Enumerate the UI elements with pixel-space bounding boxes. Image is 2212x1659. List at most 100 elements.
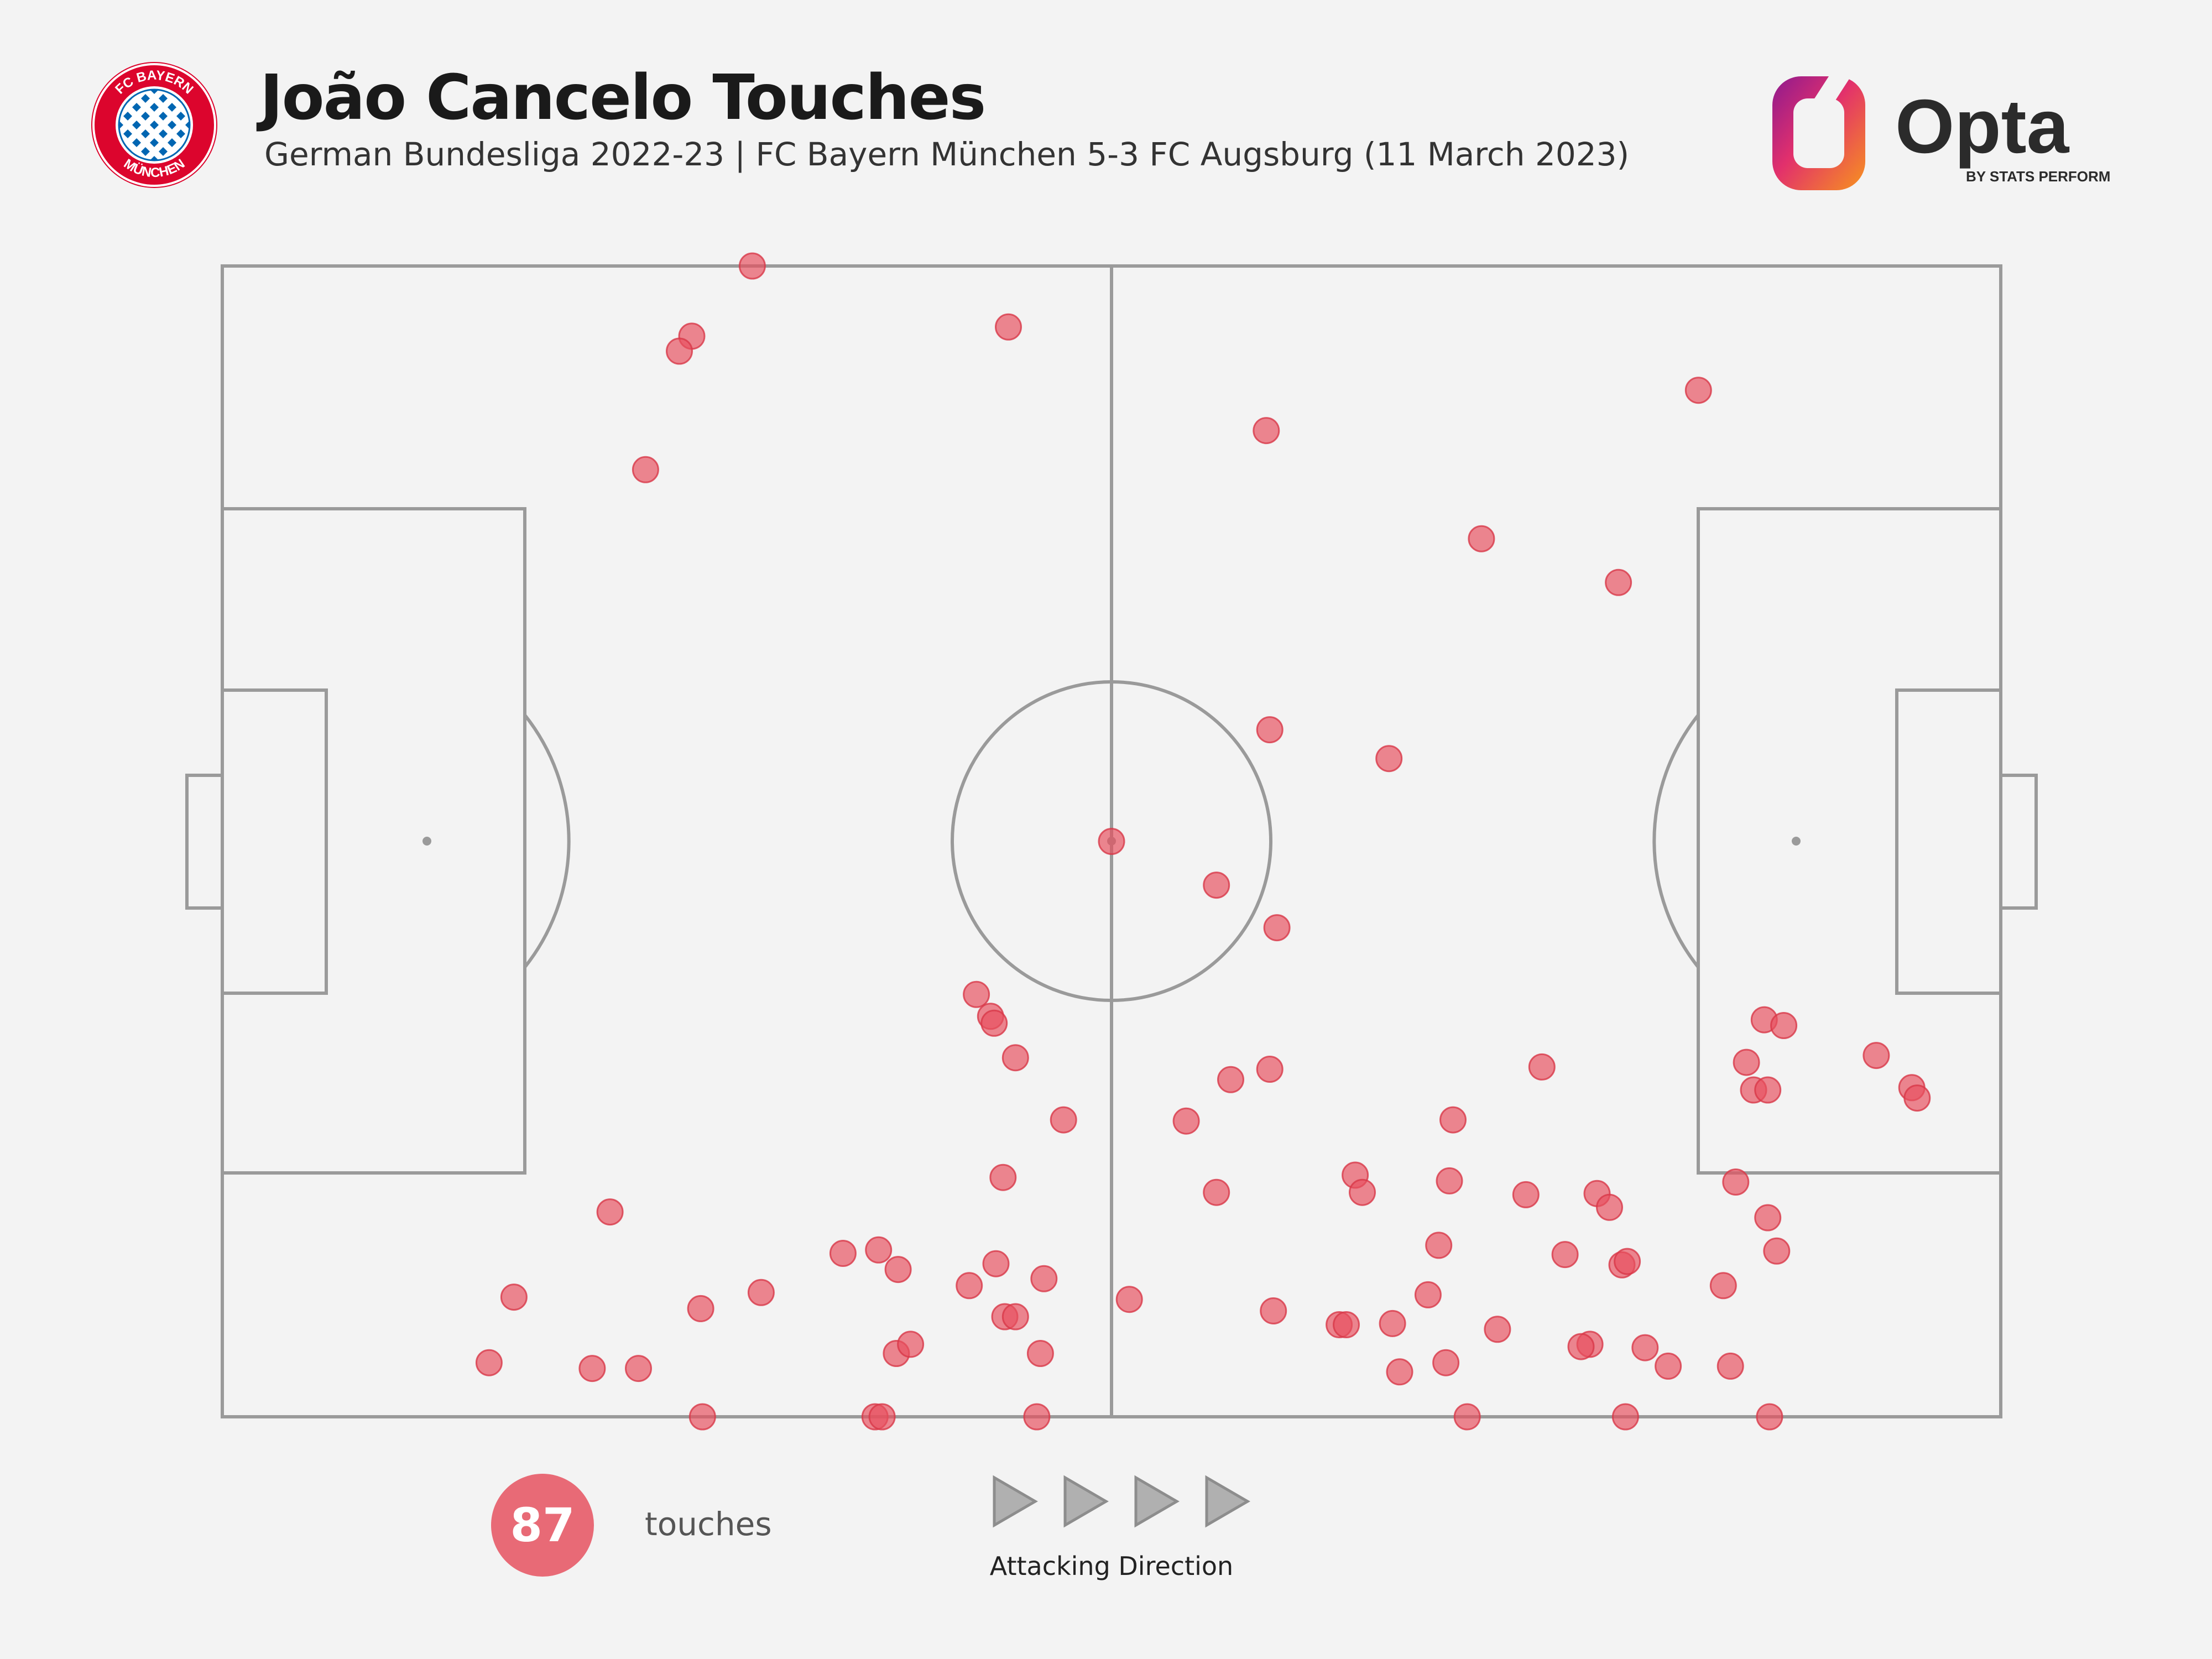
- touch-point: [1436, 1167, 1463, 1194]
- touch-point: [963, 980, 990, 1008]
- touch-point: [1217, 1066, 1244, 1093]
- touch-point: [747, 1279, 775, 1306]
- right-goal: [1999, 774, 2038, 910]
- touch-point: [632, 456, 659, 483]
- touch-markers: [475, 252, 1931, 1431]
- touch-point: [980, 1009, 1008, 1037]
- touch-point: [1001, 1044, 1029, 1072]
- touch-point: [1722, 1168, 1750, 1196]
- left-six-yard-box: [221, 688, 328, 995]
- touch-point: [500, 1284, 528, 1311]
- touch-point: [1605, 568, 1632, 596]
- direction-arrow-icon: [1063, 1475, 1109, 1528]
- touch-point: [687, 1295, 714, 1322]
- touch-point: [1333, 1311, 1360, 1338]
- touch-point: [1631, 1334, 1659, 1361]
- touch-point: [1863, 1042, 1890, 1070]
- touch-point: [1528, 1053, 1556, 1081]
- touch-point: [1001, 1303, 1029, 1331]
- right-penalty-spot: [1792, 837, 1801, 846]
- touch-point: [1611, 1403, 1639, 1431]
- page-subtitle: German Bundesliga 2022-23 | FC Bayern Mü…: [264, 135, 1630, 173]
- touch-point: [1512, 1181, 1540, 1208]
- touch-point: [1432, 1349, 1460, 1376]
- opta-wordmark: Opta: [1895, 84, 2070, 169]
- touch-point: [1379, 1310, 1406, 1337]
- touch-point: [1253, 417, 1280, 445]
- touch-point: [982, 1250, 1010, 1277]
- touch-point: [1439, 1106, 1467, 1134]
- left-goal: [185, 774, 224, 910]
- touch-point: [1263, 914, 1291, 942]
- touch-point: [868, 1403, 896, 1431]
- bayern-crest-icon: FC BAYERN MÜNCHEN: [91, 62, 217, 188]
- direction-arrow-icon: [1134, 1475, 1180, 1528]
- left-penalty-spot: [422, 837, 431, 846]
- direction-arrow-icon: [1205, 1475, 1250, 1528]
- touch-point: [1050, 1106, 1077, 1134]
- touch-point: [989, 1164, 1017, 1191]
- touch-point: [1425, 1232, 1453, 1259]
- touch-point: [1256, 1056, 1284, 1083]
- left-penalty-arc: [523, 714, 571, 968]
- touch-point: [578, 1355, 606, 1383]
- pitch-markings: [185, 264, 2038, 1418]
- touch-point: [1115, 1286, 1143, 1313]
- touch-point: [688, 1403, 716, 1431]
- touch-point: [1172, 1107, 1200, 1135]
- touch-point: [1709, 1272, 1737, 1300]
- touch-point: [1903, 1084, 1931, 1112]
- right-penalty-arc: [1652, 714, 1700, 968]
- touch-point: [475, 1349, 503, 1376]
- touch-point: [1756, 1403, 1783, 1431]
- touch-point: [1717, 1352, 1744, 1380]
- touch-point: [1754, 1204, 1782, 1232]
- touch-point: [1596, 1193, 1623, 1221]
- touch-point: [666, 337, 693, 365]
- touch-point: [1375, 745, 1403, 773]
- touch-point: [1770, 1012, 1798, 1039]
- touch-point: [1754, 1076, 1782, 1104]
- touch-point: [829, 1240, 857, 1267]
- touch-point: [956, 1272, 983, 1300]
- touch-point: [1733, 1048, 1760, 1076]
- touch-point: [1567, 1333, 1595, 1360]
- touch-point: [1026, 1340, 1054, 1367]
- touch-point: [1414, 1281, 1442, 1308]
- touch-point: [897, 1331, 925, 1358]
- touch-point: [1203, 872, 1230, 899]
- direction-arrow-icon: [993, 1475, 1038, 1528]
- touch-point: [625, 1355, 652, 1383]
- touch-point: [1030, 1265, 1058, 1292]
- touch-count-badge: 87: [491, 1474, 594, 1577]
- touch-point: [1023, 1403, 1051, 1431]
- touch-point: [1203, 1178, 1230, 1206]
- touch-point: [995, 313, 1022, 341]
- touch-point: [1468, 525, 1495, 552]
- touch-point: [1684, 377, 1712, 404]
- touch-point: [1349, 1178, 1376, 1206]
- touch-point: [1260, 1297, 1287, 1324]
- left-penalty-box: [221, 507, 526, 1175]
- touch-point: [884, 1256, 912, 1284]
- touch-point: [1098, 828, 1125, 855]
- touch-point: [1655, 1352, 1682, 1380]
- attacking-direction-label: Attacking Direction: [989, 1551, 1234, 1581]
- touch-point: [865, 1236, 893, 1264]
- centre-circle: [951, 680, 1272, 1002]
- touch-point: [1551, 1241, 1579, 1269]
- opta-tagline: BY STATS PERFORM: [1966, 168, 2110, 185]
- touch-point: [596, 1198, 624, 1226]
- touch-point: [1484, 1316, 1511, 1343]
- page-title: João Cancelo Touches: [260, 62, 986, 134]
- attacking-direction-arrows: [993, 1475, 1250, 1528]
- touch-point: [1614, 1248, 1641, 1275]
- touch-point: [1256, 716, 1284, 744]
- touch-point: [1453, 1403, 1481, 1431]
- opta-logo-icon: Opta BY STATS PERFORM: [1772, 76, 2110, 190]
- touch-count-label: touches: [645, 1505, 772, 1543]
- touch-point: [1386, 1358, 1413, 1386]
- right-six-yard-box: [1895, 688, 2002, 995]
- touch-point: [1763, 1237, 1791, 1265]
